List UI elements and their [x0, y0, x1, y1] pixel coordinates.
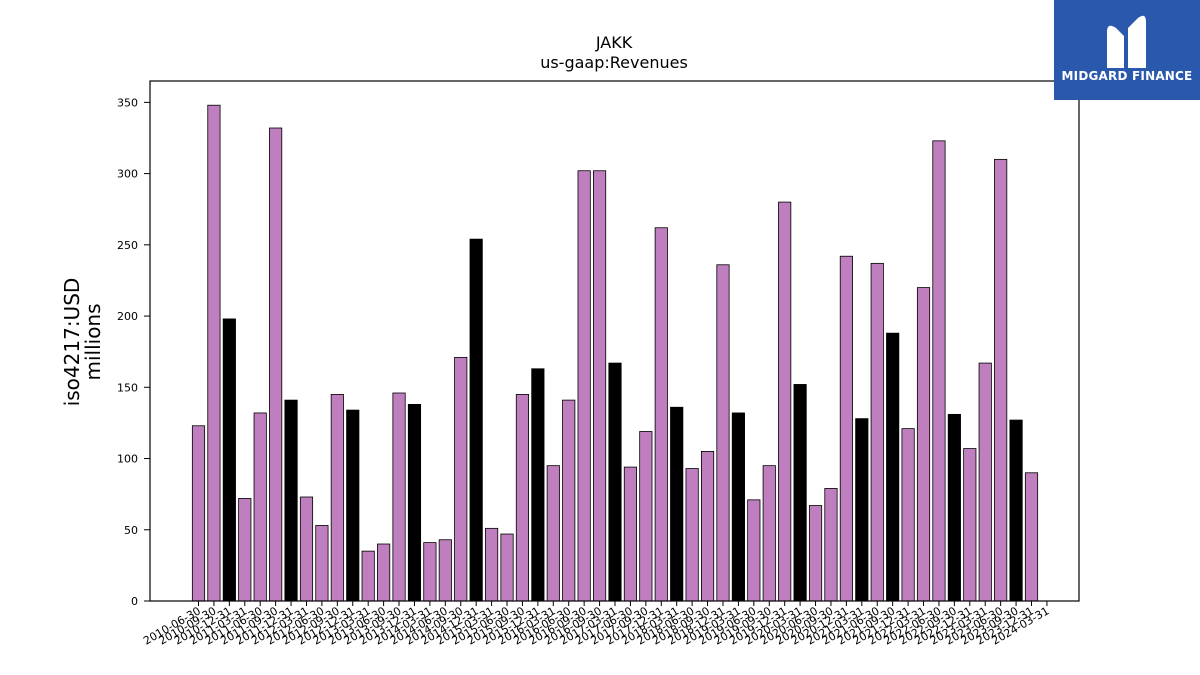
midgard-logo-icon: [1107, 15, 1146, 68]
logo-wordmark: MIDGARD FINANCE: [1061, 69, 1193, 83]
bar-2013-06-30: [377, 543, 391, 602]
bar-2011-12-31: [284, 399, 298, 602]
bar-2019-12-31: [778, 201, 792, 602]
y-tick-label: 250: [117, 239, 138, 252]
bar-2023-03-31: [978, 362, 992, 602]
y-tick-label: 100: [117, 453, 138, 466]
bar-2015-09-30: [515, 394, 530, 602]
bar-2023-12-31: [1024, 472, 1039, 602]
y-axis-label-unit: millions: [81, 303, 105, 380]
bar-2011-09-30: [269, 127, 283, 602]
bar-2022-12-31: [963, 448, 977, 602]
y-tick-label: 300: [117, 168, 138, 181]
bar-2013-03-31: [361, 550, 375, 602]
y-tick-label: 150: [117, 381, 138, 394]
bar-2017-09-30: [639, 431, 653, 602]
bar-2020-03-31: [793, 384, 807, 602]
bar-2011-03-31: [238, 498, 252, 602]
bar-2022-06-30: [932, 140, 946, 602]
bar-2010-06-30: [191, 425, 206, 602]
bar-2016-03-31: [546, 465, 560, 602]
bar-2021-12-31: [901, 428, 915, 602]
bar-2014-12-31: [469, 238, 483, 602]
midgard-finance-logo: MIDGARD FINANCE: [1054, 0, 1200, 100]
bar-2018-06-30: [685, 468, 699, 602]
bar-2012-12-31: [346, 409, 360, 602]
plot-area: 0501001502002503003502010-06-302010-09-3…: [117, 96, 1051, 647]
y-tick-label: 200: [117, 310, 138, 323]
bar-2019-06-30: [747, 499, 761, 602]
bar-2014-06-30: [438, 539, 452, 602]
chart-subtitle: us-gaap:Revenues: [540, 53, 688, 72]
bar-2021-06-30: [870, 262, 884, 602]
bar-2015-06-30: [500, 533, 514, 602]
plot-frame: [149, 80, 1080, 602]
bar-2022-03-31: [916, 287, 931, 602]
bar-2016-12-31: [593, 170, 607, 602]
bar-2018-09-30: [700, 451, 715, 602]
bar-2011-06-30: [253, 412, 267, 602]
bar-2010-12-31: [222, 318, 236, 602]
bar-2017-03-31: [608, 362, 622, 602]
y-axis-label: iso4217:USD: [60, 278, 84, 407]
bar-2015-03-31: [485, 527, 499, 602]
bar-2023-06-30: [994, 158, 1008, 602]
bar-2019-03-31: [731, 412, 745, 602]
bar-2018-03-31: [670, 406, 684, 602]
bar-2017-06-30: [623, 466, 638, 602]
bar-2015-12-31: [531, 368, 545, 602]
bar-2019-09-30: [762, 465, 776, 602]
bar-2012-03-31: [299, 496, 314, 602]
bar-2021-03-31: [855, 418, 869, 602]
bar-2022-09-30: [947, 413, 961, 602]
bar-2012-06-30: [315, 525, 329, 602]
bar-2013-09-30: [392, 392, 406, 602]
y-tick-label: 50: [124, 524, 138, 537]
bar-2010-09-30: [207, 104, 221, 602]
bar-2014-09-30: [454, 356, 468, 602]
bar-2023-09-30: [1009, 419, 1023, 602]
bar-2012-09-30: [330, 394, 344, 602]
bar-2016-09-30: [577, 170, 591, 602]
bar-2017-12-31: [654, 227, 668, 602]
bar-2020-12-31: [839, 255, 853, 602]
bar-2020-06-30: [808, 505, 823, 602]
y-tick-label: 350: [117, 96, 138, 109]
y-tick-label: 0: [131, 595, 138, 608]
bar-2014-03-31: [423, 542, 437, 602]
chart-title: JAKK: [595, 33, 633, 52]
bar-2021-09-30: [886, 332, 900, 602]
bar-2018-12-31: [716, 264, 730, 602]
bar-2016-06-30: [562, 399, 576, 602]
bar-2013-12-31: [407, 403, 422, 602]
bar-2020-09-30: [824, 488, 838, 602]
